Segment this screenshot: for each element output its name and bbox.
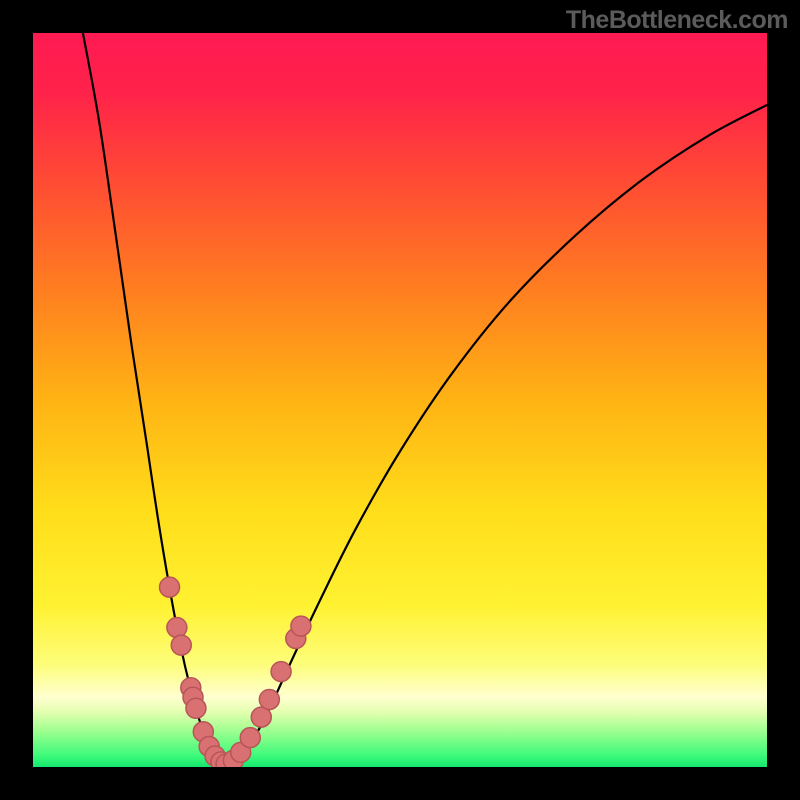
curve-left-branch	[83, 33, 226, 764]
data-marker	[291, 616, 311, 636]
watermark-text: TheBottleneck.com	[566, 6, 788, 35]
data-marker	[160, 577, 180, 597]
chart-curve-layer	[33, 33, 767, 767]
data-marker	[167, 618, 187, 638]
data-marker	[171, 635, 191, 655]
data-marker	[259, 689, 279, 709]
data-marker	[186, 698, 206, 718]
data-marker	[240, 728, 260, 748]
chart-plot-area	[33, 33, 767, 767]
data-marker	[271, 662, 291, 682]
curve-right-branch	[226, 105, 767, 764]
